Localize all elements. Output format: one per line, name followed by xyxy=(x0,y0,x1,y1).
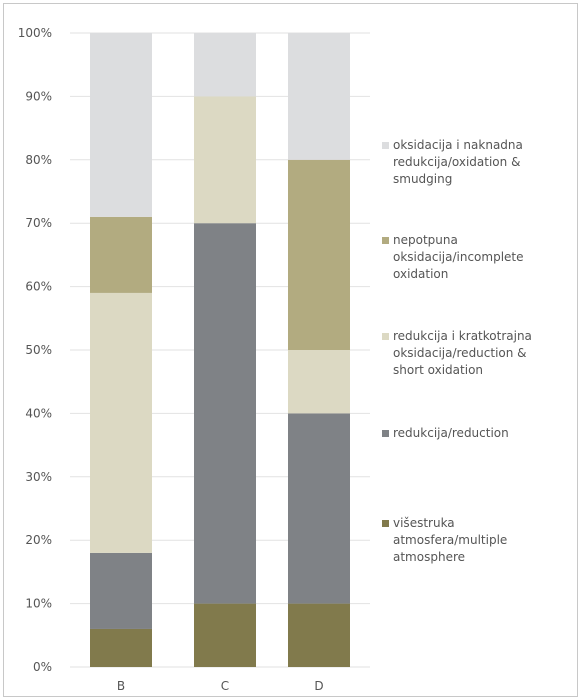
y-axis-ticks: 0% 10% 20% 30% 40% 50% 60% 70% 80% 90% 100% xyxy=(18,26,52,674)
bar-segment xyxy=(194,33,256,97)
bar-segment xyxy=(288,603,350,667)
bars xyxy=(90,33,350,667)
bar-segment xyxy=(194,223,256,604)
bar-segment xyxy=(90,216,152,293)
legend-label: short oxidation xyxy=(393,363,483,377)
x-tick-label: D xyxy=(314,679,323,693)
legend-label: oksidacija/reduction & xyxy=(393,346,527,360)
legend-label: nepotpuna xyxy=(393,233,458,247)
bar-segment xyxy=(90,33,152,217)
legend-label: oksidacija i naknadna xyxy=(393,138,523,152)
bar-segment xyxy=(194,96,256,224)
legend: oksidacija i naknadna redukcija/oxidation… xyxy=(382,138,532,564)
bar-segment xyxy=(90,628,152,667)
legend-label: redukcija i kratkotrajna xyxy=(393,329,532,343)
legend-label: oksidacija/incomplete xyxy=(393,250,524,264)
x-tick-label: C xyxy=(221,679,229,693)
bar-segment xyxy=(194,603,256,667)
y-tick-label: 40% xyxy=(25,406,52,420)
y-tick-label: 10% xyxy=(25,597,52,611)
legend-label: atmosphere xyxy=(393,550,465,564)
legend-swatch xyxy=(382,430,389,437)
legend-label: smudging xyxy=(393,172,452,186)
legend-swatch xyxy=(382,237,389,244)
bar-segment xyxy=(90,552,152,629)
y-tick-label: 0% xyxy=(33,660,52,674)
y-tick-label: 20% xyxy=(25,533,52,547)
y-tick-label: 90% xyxy=(25,89,52,103)
y-tick-label: 50% xyxy=(25,343,52,357)
legend-label: redukcija/oxidation & xyxy=(393,155,520,169)
y-tick-label: 80% xyxy=(25,153,52,167)
bar-segment xyxy=(288,159,350,350)
legend-swatch xyxy=(382,520,389,527)
y-tick-label: 30% xyxy=(25,470,52,484)
y-tick-label: 70% xyxy=(25,216,52,230)
legend-label: redukcija/reduction xyxy=(393,426,509,440)
bar-segment xyxy=(288,413,350,604)
y-tick-label: 60% xyxy=(25,280,52,294)
x-axis-ticks: B C D xyxy=(117,679,324,693)
legend-label: atmosfera/multiple xyxy=(393,533,507,547)
legend-label: višestruka xyxy=(393,516,455,530)
bar-segment xyxy=(288,350,350,414)
bar-segment xyxy=(288,33,350,160)
legend-swatch xyxy=(382,333,389,340)
y-tick-label: 100% xyxy=(18,26,52,40)
x-tick-label: B xyxy=(117,679,125,693)
legend-label: oxidation xyxy=(393,267,448,281)
bar-segment xyxy=(90,292,152,553)
legend-swatch xyxy=(382,142,389,149)
